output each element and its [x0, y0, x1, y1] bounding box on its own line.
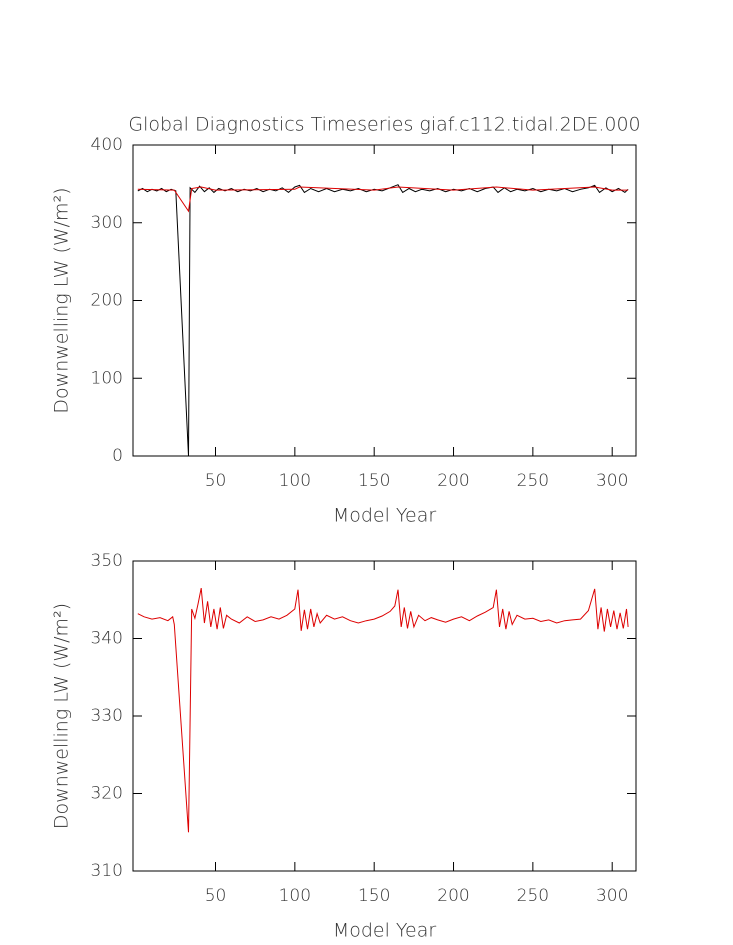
x-tick-label: 200	[437, 886, 469, 906]
x-tick-label: 150	[358, 886, 390, 906]
data-line	[137, 588, 629, 833]
x-tick-label: 250	[517, 886, 549, 906]
x-tick-label: 250	[517, 471, 549, 491]
x-tick-label: 200	[437, 471, 469, 491]
data-line	[137, 184, 629, 457]
x-axis-label: Model Year	[333, 505, 437, 527]
x-tick-label: 150	[358, 471, 390, 491]
y-tick-label: 200	[91, 291, 123, 311]
y-tick-label: 330	[91, 706, 123, 726]
x-tick-label: 100	[279, 471, 311, 491]
y-tick-label: 310	[91, 861, 123, 881]
x-axis-label: Model Year	[333, 920, 437, 942]
y-tick-label: 320	[91, 784, 123, 804]
y-tick-label: 100	[91, 368, 123, 388]
x-tick-label: 300	[596, 471, 628, 491]
x-tick-label: 300	[596, 886, 628, 906]
y-tick-label: 0	[112, 446, 123, 466]
y-tick-label: 350	[91, 551, 123, 571]
y-tick-label: 340	[91, 629, 123, 649]
y-tick-label: 400	[91, 135, 123, 155]
chart-title: Global Diagnostics Timeseries giaf.c112.…	[128, 114, 640, 136]
plot-frame	[132, 144, 637, 457]
y-tick-label: 300	[91, 213, 123, 233]
x-tick-label: 100	[279, 886, 311, 906]
x-tick-label: 50	[205, 471, 227, 491]
data-line	[137, 186, 629, 213]
y-axis-label: Downwelling LW (W/m²)	[51, 187, 73, 413]
y-axis-label: Downwelling LW (W/m²)	[51, 603, 73, 829]
x-tick-label: 50	[205, 886, 227, 906]
